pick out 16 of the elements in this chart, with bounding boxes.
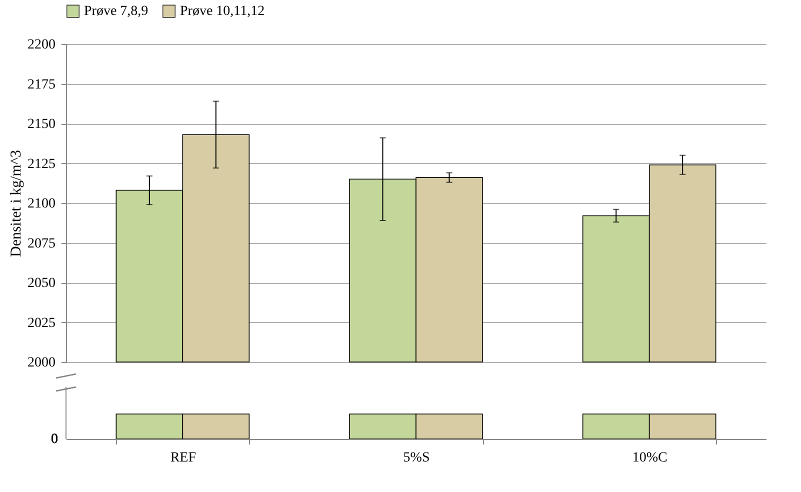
x-tick-label: 5%S <box>403 450 430 466</box>
y-tick-label: 2075 <box>28 236 56 252</box>
y-tick-label: 2150 <box>28 117 56 132</box>
y-tick-label: 2125 <box>28 156 56 172</box>
y-axis-title: Densitet i kg/m^3 <box>8 150 24 258</box>
y-tick-label: 2200 <box>28 38 56 52</box>
y-tick-label: 2175 <box>28 77 56 92</box>
text: 0 <box>51 432 58 447</box>
y-tick-label: 2100 <box>28 196 56 212</box>
y-tick-label: 2025 <box>28 316 56 331</box>
y-tick-label: 2000 <box>28 356 56 370</box>
y-tick-label: 2050 <box>28 276 56 291</box>
legend-label: Prøve 10,11,12 <box>180 4 265 20</box>
x-tick-label: REF <box>170 450 196 466</box>
legend-label: Prøve 7,8,9 <box>84 4 148 20</box>
x-tick-label: 10%C <box>632 450 668 466</box>
